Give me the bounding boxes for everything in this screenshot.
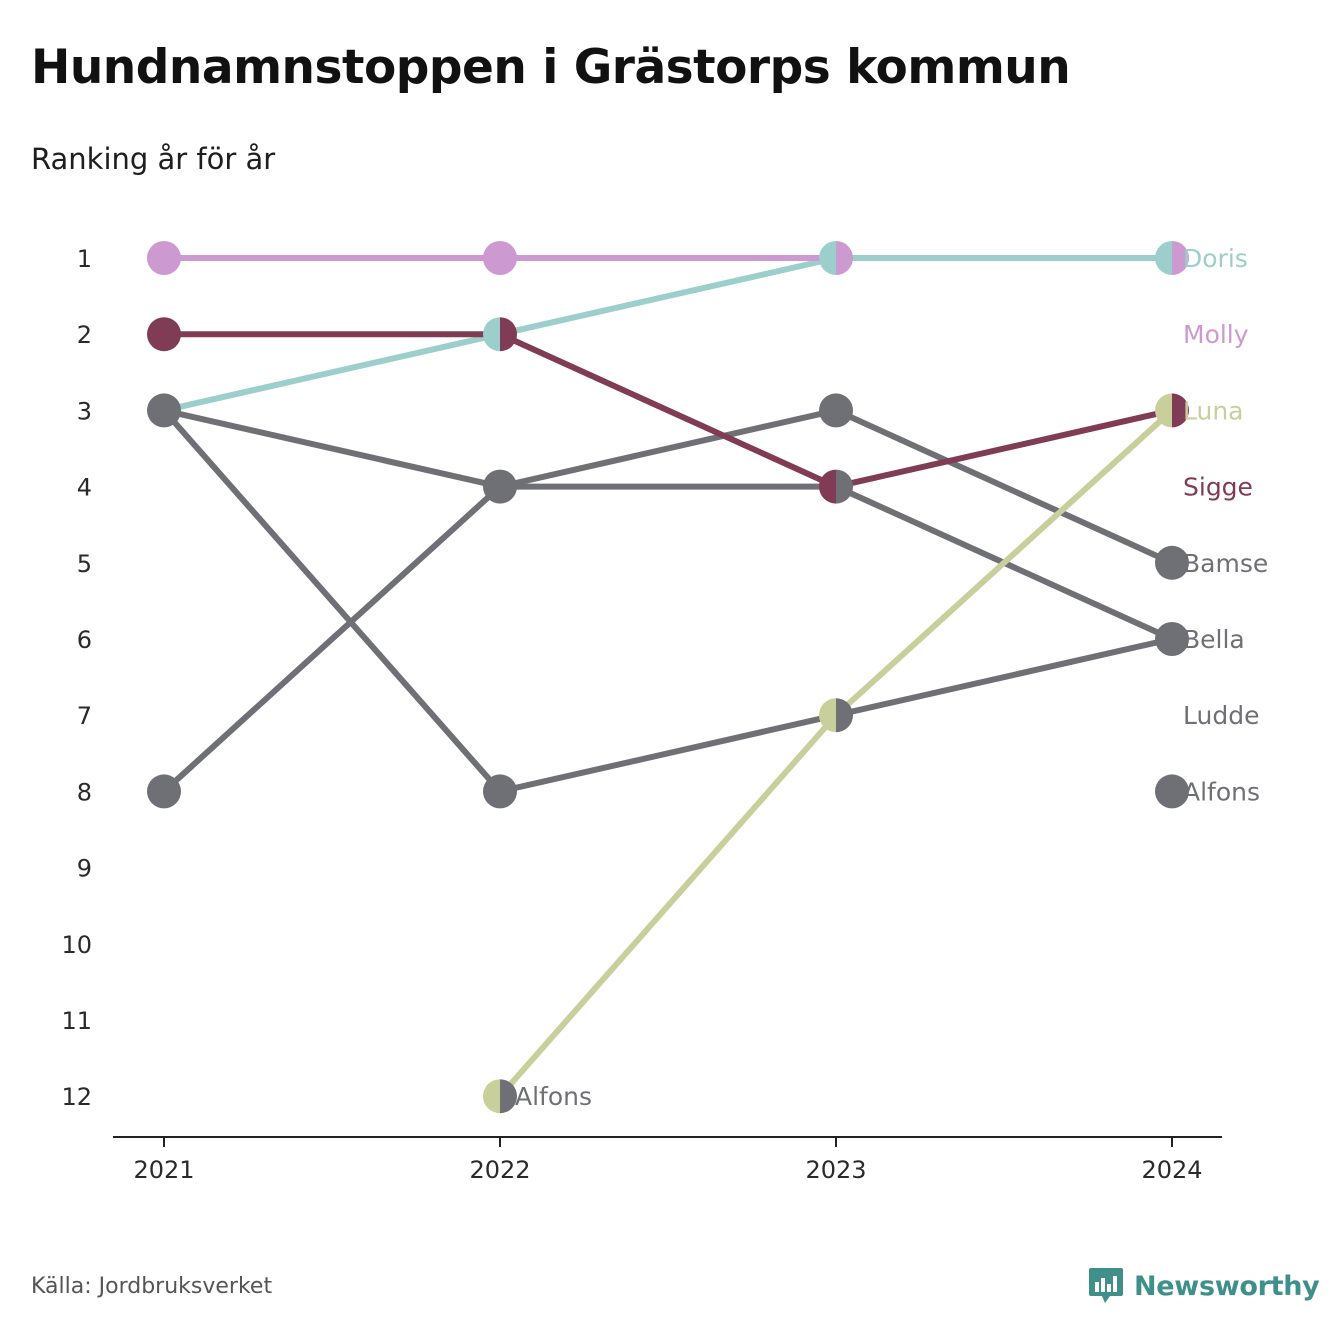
x-tick-label: 2024 <box>1141 1156 1202 1184</box>
data-point <box>147 393 181 428</box>
y-tick-label: 3 <box>77 397 92 425</box>
y-tick-label: 11 <box>61 1007 92 1035</box>
data-point <box>483 469 517 504</box>
y-tick-label: 10 <box>61 931 92 959</box>
data-point <box>819 241 853 275</box>
series-line-bamse <box>161 407 1175 566</box>
data-point <box>147 317 181 352</box>
data-point <box>1155 393 1189 428</box>
data-point <box>1155 241 1189 275</box>
series-line-alfons <box>161 407 1175 795</box>
series-label-ludde: Ludde <box>1183 701 1259 730</box>
brand-name: Newsworthy <box>1134 1270 1320 1302</box>
data-point <box>483 1079 517 1114</box>
y-tick-label: 8 <box>77 778 92 806</box>
source-note: Källa: Jordbruksverket <box>31 1274 273 1299</box>
series-line-doris <box>161 255 1175 414</box>
series-line-luna <box>497 407 1175 1100</box>
y-tick-label: 1 <box>77 245 92 273</box>
chart-subtitle: Ranking år för år <box>31 142 276 176</box>
y-tick-label: 5 <box>77 550 92 578</box>
data-point <box>147 774 181 809</box>
series-label-sigge: Sigge <box>1183 473 1253 502</box>
series-label-molly: Molly <box>1183 320 1249 349</box>
data-point <box>819 393 853 428</box>
series-label-alfons: Alfons <box>1183 777 1260 806</box>
y-tick-label: 2 <box>77 321 92 349</box>
series-line-sigge <box>161 331 1175 490</box>
y-tick-label: 12 <box>61 1083 92 1111</box>
data-point <box>1155 622 1189 656</box>
y-tick-label: 7 <box>77 702 92 730</box>
series-labels: Doris Molly Luna Sigge Bamse Bella Ludde Alfons… <box>515 244 1268 1111</box>
series-points <box>147 241 1189 1114</box>
y-tick-label: 9 <box>77 855 92 883</box>
series-label-bamse: Bamse <box>1183 549 1268 578</box>
y-tick-label: 4 <box>77 474 92 502</box>
series-label-bella: Bella <box>1183 625 1245 654</box>
data-point <box>147 241 181 275</box>
bar-chart-icon <box>1089 1268 1123 1303</box>
data-point <box>483 317 517 352</box>
data-point <box>1155 774 1189 809</box>
series-label-doris: Doris <box>1183 244 1248 273</box>
series-line-bella <box>161 483 1175 795</box>
x-axis: 2021 2022 2023 2024 <box>113 1136 1222 1184</box>
x-tick-label: 2023 <box>805 1156 866 1184</box>
x-tick-label: 2021 <box>133 1156 194 1184</box>
x-tick-label: 2022 <box>469 1156 530 1184</box>
series-lines <box>161 255 1175 1100</box>
data-point <box>819 469 853 504</box>
data-point <box>483 241 517 275</box>
chart-title: Hundnamnstoppen i Grästorps kommun <box>31 40 1071 95</box>
data-point <box>1155 545 1189 580</box>
annotation-label: Alfons <box>515 1082 592 1111</box>
data-point <box>483 774 517 809</box>
y-tick-label: 6 <box>77 626 92 654</box>
brand-logo: Newsworthy <box>1088 1266 1320 1306</box>
series-label-luna: Luna <box>1183 396 1244 425</box>
data-point <box>819 698 853 733</box>
